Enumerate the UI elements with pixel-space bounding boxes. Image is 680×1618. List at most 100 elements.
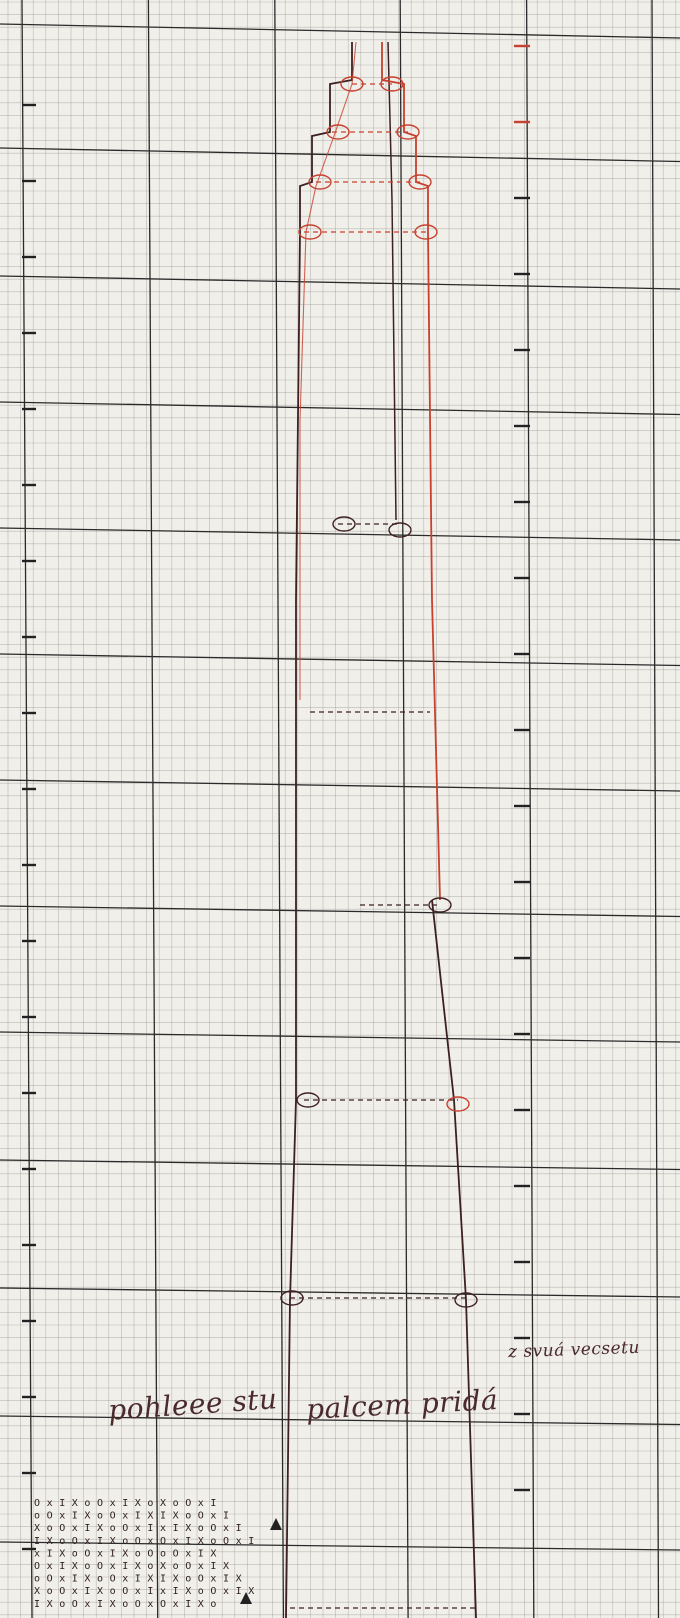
chart-symbol: x bbox=[72, 1523, 78, 1534]
chart-triangle-marker bbox=[270, 1518, 282, 1530]
chart-symbol: o bbox=[198, 1523, 204, 1534]
major-grid-line bbox=[0, 1415, 680, 1426]
chart-symbol: x bbox=[84, 1536, 90, 1547]
chart-symbol: o bbox=[147, 1561, 153, 1572]
chart-symbol: O bbox=[110, 1511, 116, 1522]
chart-symbol: X bbox=[34, 1523, 40, 1534]
chart-symbol: I bbox=[173, 1586, 179, 1597]
major-grid-line bbox=[0, 1541, 680, 1551]
sleeve-outline-right-lower bbox=[431, 899, 477, 1618]
chart-symbol: X bbox=[248, 1586, 254, 1597]
chart-symbol: o bbox=[135, 1548, 141, 1559]
major-grid-line bbox=[525, 0, 535, 1618]
chart-symbol: I bbox=[185, 1599, 191, 1610]
chart-symbol: O bbox=[84, 1548, 90, 1559]
chart-symbol: x bbox=[173, 1599, 179, 1610]
chart-symbol: O bbox=[122, 1586, 128, 1597]
chart-symbol: x bbox=[198, 1498, 204, 1509]
chart-symbol: X bbox=[135, 1561, 141, 1572]
major-grid-line bbox=[0, 527, 680, 541]
chart-symbol: O bbox=[59, 1586, 65, 1597]
chart-symbol: O bbox=[173, 1548, 179, 1559]
chart-symbol: X bbox=[97, 1523, 103, 1534]
chart-symbol: I bbox=[160, 1511, 166, 1522]
chart-symbol: O bbox=[47, 1511, 53, 1522]
chart-symbol: o bbox=[210, 1599, 216, 1610]
chart-symbol: O bbox=[34, 1498, 40, 1509]
chart-symbol: x bbox=[223, 1586, 229, 1597]
chart-symbol: X bbox=[173, 1574, 179, 1585]
major-grid-line bbox=[0, 1031, 680, 1043]
chart-symbol: x bbox=[47, 1561, 53, 1572]
chart-symbol: X bbox=[236, 1574, 242, 1585]
chart-symbol: X bbox=[84, 1574, 90, 1585]
chart-symbol: O bbox=[210, 1523, 216, 1534]
chart-symbol: x bbox=[34, 1548, 40, 1559]
chart-symbol: X bbox=[97, 1586, 103, 1597]
chart-symbol: X bbox=[198, 1599, 204, 1610]
chart-symbol: x bbox=[198, 1561, 204, 1572]
chart-symbol: X bbox=[173, 1511, 179, 1522]
buttonhole-oval bbox=[298, 224, 322, 240]
chart-symbol: o bbox=[160, 1548, 166, 1559]
buttonhole-oval bbox=[428, 897, 452, 913]
major-grid-line bbox=[0, 401, 680, 416]
chart-symbol: X bbox=[185, 1523, 191, 1534]
buttonhole-oval bbox=[408, 174, 432, 190]
chart-symbol: I bbox=[84, 1523, 90, 1534]
chart-symbol: X bbox=[210, 1548, 216, 1559]
chart-symbol: X bbox=[72, 1561, 78, 1572]
chart-symbol: o bbox=[84, 1498, 90, 1509]
major-grid-line bbox=[274, 0, 285, 1618]
chart-symbol: x bbox=[110, 1498, 116, 1509]
chart-symbol: O bbox=[97, 1498, 103, 1509]
major-grid-line bbox=[21, 0, 33, 1618]
buttonhole-oval bbox=[296, 1092, 320, 1108]
chart-symbol: I bbox=[223, 1574, 229, 1585]
chart-symbol: I bbox=[173, 1523, 179, 1534]
chart-symbol: I bbox=[185, 1536, 191, 1547]
chart-symbol: O bbox=[185, 1498, 191, 1509]
major-grid-line bbox=[0, 653, 680, 667]
chart-symbol: x bbox=[210, 1574, 216, 1585]
chart-symbol: I bbox=[97, 1599, 103, 1610]
buttonhole-oval bbox=[332, 516, 356, 532]
chart-symbol: x bbox=[185, 1548, 191, 1559]
major-grid-line bbox=[399, 0, 409, 1618]
chart-symbol: x bbox=[236, 1536, 242, 1547]
chart-symbol: X bbox=[198, 1536, 204, 1547]
chart-symbol: o bbox=[72, 1548, 78, 1559]
chart-symbol: I bbox=[236, 1586, 242, 1597]
chart-symbol: I bbox=[72, 1574, 78, 1585]
major-grid-line bbox=[0, 275, 680, 290]
chart-symbol: x bbox=[135, 1523, 141, 1534]
chart-symbol: X bbox=[122, 1548, 128, 1559]
chart-symbol: I bbox=[210, 1498, 216, 1509]
major-grid-line bbox=[0, 1287, 680, 1298]
chart-symbol: o bbox=[47, 1586, 53, 1597]
chart-symbol: x bbox=[147, 1599, 153, 1610]
chart-symbol: O bbox=[135, 1536, 141, 1547]
chart-symbol: I bbox=[147, 1586, 153, 1597]
chart-symbol: o bbox=[97, 1511, 103, 1522]
chart-symbol: o bbox=[110, 1586, 116, 1597]
chart-symbol: x bbox=[210, 1511, 216, 1522]
chart-symbol: I bbox=[122, 1498, 128, 1509]
chart-symbol: x bbox=[147, 1536, 153, 1547]
major-grid-line bbox=[0, 1159, 680, 1171]
chart-symbol: O bbox=[160, 1536, 166, 1547]
chart-symbol: o bbox=[84, 1561, 90, 1572]
chart-symbol: x bbox=[47, 1498, 53, 1509]
chart-symbol: X bbox=[47, 1599, 53, 1610]
chart-symbol: I bbox=[84, 1586, 90, 1597]
chart-symbol: X bbox=[185, 1586, 191, 1597]
chart-symbol: x bbox=[84, 1599, 90, 1610]
chart-symbol: o bbox=[173, 1561, 179, 1572]
chart-symbol: I bbox=[110, 1548, 116, 1559]
chart-symbol: x bbox=[122, 1574, 128, 1585]
chart-symbol: I bbox=[34, 1536, 40, 1547]
chart-symbol: I bbox=[210, 1561, 216, 1572]
chart-symbol: X bbox=[34, 1586, 40, 1597]
